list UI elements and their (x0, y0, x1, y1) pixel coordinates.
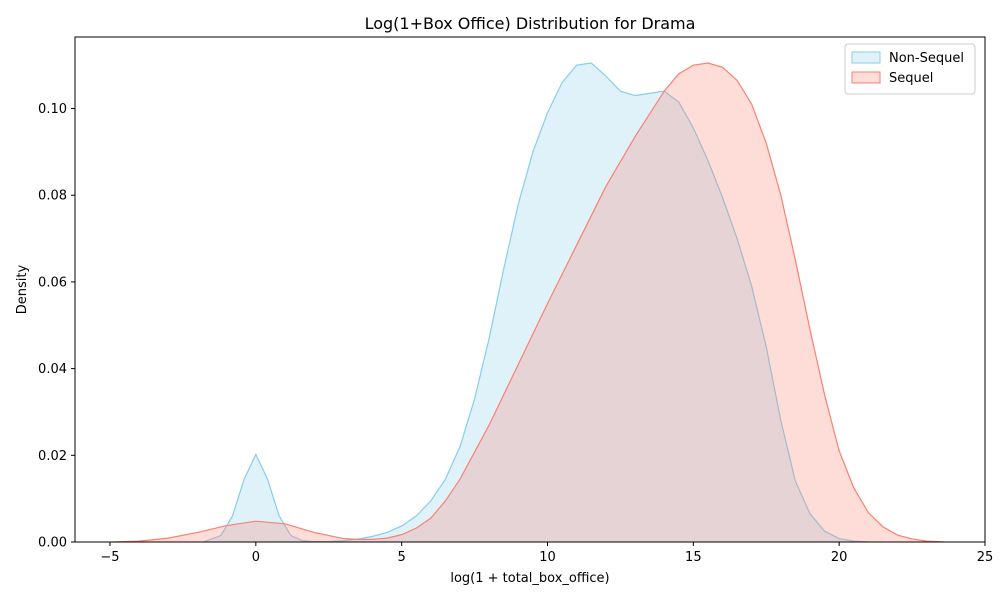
series-area-non-sequel (203, 63, 869, 542)
y-tick-label: 0.08 (38, 189, 67, 204)
y-tick-label: 0.02 (38, 449, 67, 464)
y-axis-label: Density (15, 264, 30, 314)
x-axis-label: log(1 + total_box_office) (450, 571, 609, 586)
plot-frame (74, 36, 986, 543)
legend-swatch (851, 51, 881, 64)
series-layer (112, 62, 945, 543)
y-axis-ticks: 0.00 0.02 0.04 0.06 0.08 0.10 (38, 102, 75, 551)
legend-label: Sequel (889, 71, 933, 86)
x-tick-label: −5 (100, 550, 119, 565)
legend-swatch (851, 71, 881, 84)
chart-title: Log(1+Box Office) Distribution for Drama (365, 14, 696, 33)
y-tick-label: 0.06 (38, 275, 67, 290)
legend: Non-Sequel Sequel (844, 43, 976, 95)
series-area-sequel (112, 63, 945, 542)
x-tick-label: 0 (252, 550, 260, 565)
x-tick-label: 25 (977, 550, 994, 565)
x-tick-label: 15 (685, 550, 702, 565)
series-line-sequel (112, 62, 945, 543)
x-axis-ticks: −5 0 5 10 15 20 25 (100, 542, 993, 565)
legend-label: Non-Sequel (889, 51, 964, 66)
y-tick-label: 0.10 (38, 102, 67, 117)
y-tick-label: 0.00 (38, 536, 67, 551)
y-tick-label: 0.04 (38, 362, 67, 377)
series-line-non-sequel (203, 62, 869, 543)
x-tick-label: 5 (398, 550, 406, 565)
x-tick-label: 10 (539, 550, 556, 565)
x-tick-label: 20 (831, 550, 848, 565)
legend-box (844, 43, 976, 95)
